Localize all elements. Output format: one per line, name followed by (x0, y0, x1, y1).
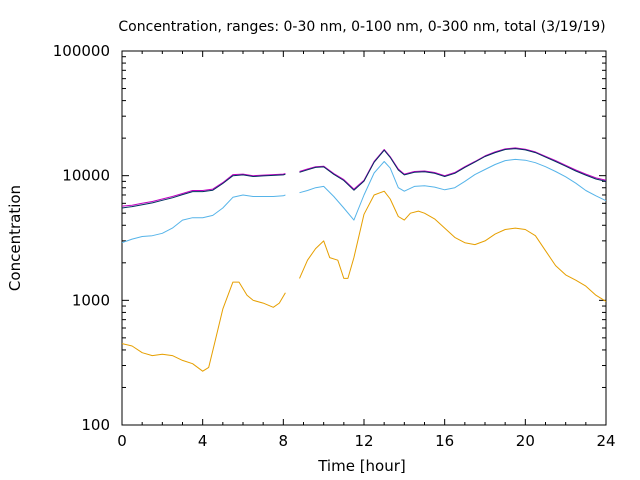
y-tick-label: 100 (81, 416, 110, 434)
x-axis-title: Time [hour] (317, 457, 406, 475)
x-tick-label: 0 (117, 432, 127, 450)
x-tick-label: 8 (279, 432, 289, 450)
series-line-0-segment-1 (299, 190, 607, 302)
x-tick-label: 16 (435, 432, 454, 450)
y-axis: 100 1000 10000 100000 (53, 42, 606, 434)
series-line-2-segment-1 (299, 147, 607, 190)
series-line-2-segment-0 (121, 173, 286, 207)
y-tick-label: 10000 (62, 167, 110, 185)
x-tick-label: 12 (354, 432, 373, 450)
x-axis: 0 4 8 12 16 20 24 (117, 51, 616, 450)
series-line-1-segment-1 (299, 158, 607, 221)
series-line-3-segment-1 (299, 148, 607, 191)
series-line-1-segment-0 (121, 194, 286, 244)
x-tick-label: 4 (198, 432, 208, 450)
y-axis-title: Concentration (6, 185, 24, 291)
plot-frame (121, 50, 607, 426)
y-tick-label: 100000 (53, 42, 110, 60)
x-tick-label: 24 (596, 432, 615, 450)
y-tick-label: 1000 (72, 291, 110, 309)
series-lines (121, 147, 607, 372)
series-line-3-segment-0 (121, 173, 286, 209)
x-tick-label: 20 (516, 432, 535, 450)
plot-border (121, 50, 607, 426)
series-line-0-segment-0 (121, 281, 286, 372)
chart-title: Concentration, ranges: 0-30 nm, 0-100 nm… (118, 19, 605, 35)
